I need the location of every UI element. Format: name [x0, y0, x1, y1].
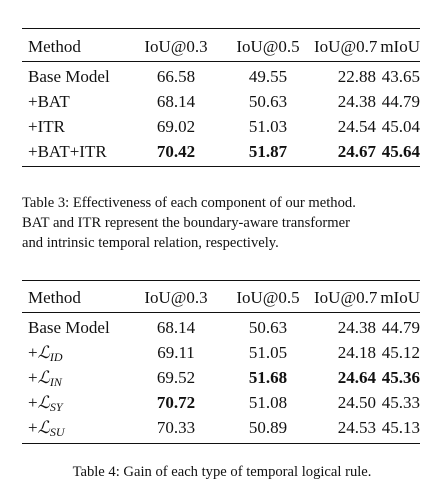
- iou03-cell: 66.58: [156, 67, 196, 86]
- iou07-cell: 24.50: [337, 393, 376, 412]
- header-iou-07: IoU@0.7: [314, 288, 378, 307]
- table-4-caption: Table 4: Gain of each type of temporal l…: [72, 464, 372, 480]
- header-iou-07: IoU@0.7: [314, 37, 378, 56]
- caption-line: Table 3: Effectiveness of each component…: [22, 195, 356, 211]
- table-header-rule: [22, 61, 420, 62]
- iou03-cell: 68.14: [156, 92, 196, 111]
- iou05-cell: 51.87: [248, 142, 288, 161]
- iou07-cell: 24.64: [337, 368, 376, 387]
- miou-cell: 44.79: [381, 92, 420, 111]
- caption-line: and intrinsic temporal relation, respect…: [22, 235, 279, 251]
- table-row: +ℒSU 70.33 50.89 24.53 45.13: [22, 417, 420, 439]
- iou05-cell: 51.68: [248, 368, 288, 387]
- method-cell: +BAT+ITR: [28, 142, 107, 161]
- header-iou-05: IoU@0.5: [236, 288, 300, 307]
- method-cell: +ℒSU: [28, 417, 65, 443]
- iou03-cell: 70.42: [156, 142, 196, 161]
- header-iou-03: IoU@0.3: [144, 288, 208, 307]
- iou05-cell: 50.63: [248, 318, 288, 337]
- method-prefix: +: [28, 418, 38, 437]
- table-3-caption: Table 3: Effectiveness of each component…: [22, 193, 422, 253]
- iou03-cell: 69.11: [157, 343, 195, 362]
- iou03-cell: 69.52: [156, 368, 196, 387]
- loss-subscript: ID: [49, 350, 63, 364]
- method-prefix: +: [28, 343, 38, 362]
- caption-line: BAT and ITR represent the boundary-aware…: [22, 215, 350, 231]
- table-bottom-rule: [22, 443, 420, 445]
- method-prefix: +: [28, 393, 38, 412]
- loss-symbol: ℒ: [37, 343, 50, 362]
- loss-subscript: IN: [49, 375, 62, 389]
- method-cell: +BAT: [28, 92, 70, 111]
- iou05-cell: 51.05: [248, 343, 288, 362]
- miou-cell: 44.79: [381, 318, 420, 337]
- method-cell: +ℒSY: [28, 392, 63, 418]
- header-miou: mIoU: [380, 37, 420, 56]
- table-top-rule: [22, 28, 420, 30]
- table-header-rule: [22, 312, 420, 313]
- iou05-cell: 51.03: [248, 117, 288, 136]
- table-header-row: Method IoU@0.3 IoU@0.5 IoU@0.7 mIoU: [22, 36, 420, 58]
- header-method: Method: [28, 37, 81, 56]
- iou03-cell: 69.02: [156, 117, 196, 136]
- table-row: +ℒSY 70.72 51.08 24.50 45.33: [22, 392, 420, 414]
- table-top-rule: [22, 280, 420, 282]
- table-row: +ℒIN 69.52 51.68 24.64 45.36: [22, 367, 420, 389]
- miou-cell: 45.64: [381, 142, 420, 161]
- loss-symbol: ℒ: [37, 418, 50, 437]
- miou-cell: 45.04: [381, 117, 420, 136]
- iou05-cell: 50.63: [248, 92, 288, 111]
- loss-subscript: SY: [49, 400, 63, 414]
- iou07-cell: 24.18: [337, 343, 376, 362]
- header-miou: mIoU: [380, 288, 420, 307]
- iou05-cell: 50.89: [248, 418, 288, 437]
- miou-cell: 45.33: [381, 393, 420, 412]
- table-row: Base Model 68.14 50.63 24.38 44.79: [22, 317, 420, 339]
- iou03-cell: 68.14: [156, 318, 196, 337]
- loss-subscript: SU: [49, 425, 65, 439]
- method-prefix: +: [28, 368, 38, 387]
- header-iou-05: IoU@0.5: [236, 37, 300, 56]
- miou-cell: 45.13: [381, 418, 420, 437]
- miou-cell: 45.12: [381, 343, 420, 362]
- iou07-cell: 24.54: [337, 117, 376, 136]
- iou07-cell: 24.38: [337, 318, 376, 337]
- header-iou-03: IoU@0.3: [144, 37, 208, 56]
- table-header-row: Method IoU@0.3 IoU@0.5 IoU@0.7 mIoU: [22, 287, 420, 309]
- iou07-cell: 24.38: [337, 92, 376, 111]
- table-row: +BAT+ITR 70.42 51.87 24.67 45.64: [22, 141, 420, 163]
- method-cell: +ℒID: [28, 342, 63, 368]
- iou03-cell: 70.72: [156, 393, 196, 412]
- iou03-cell: 70.33: [156, 418, 196, 437]
- header-method: Method: [28, 288, 81, 307]
- iou07-cell: 24.67: [337, 142, 376, 161]
- miou-cell: 43.65: [381, 67, 420, 86]
- method-cell: Base Model: [28, 318, 110, 337]
- table-row: Base Model 66.58 49.55 22.88 43.65: [22, 66, 420, 88]
- iou05-cell: 51.08: [248, 393, 288, 412]
- table-bottom-rule: [22, 166, 420, 168]
- loss-symbol: ℒ: [37, 368, 50, 387]
- iou05-cell: 49.55: [248, 67, 288, 86]
- table-row: +ℒID 69.11 51.05 24.18 45.12: [22, 342, 420, 364]
- iou07-cell: 22.88: [337, 67, 376, 86]
- method-cell: Base Model: [28, 67, 110, 86]
- table-row: +ITR 69.02 51.03 24.54 45.04: [22, 116, 420, 138]
- method-cell: +ITR: [28, 117, 65, 136]
- iou07-cell: 24.53: [337, 418, 376, 437]
- table-row: +BAT 68.14 50.63 24.38 44.79: [22, 91, 420, 113]
- method-cell: +ℒIN: [28, 367, 62, 393]
- loss-symbol: ℒ: [37, 393, 50, 412]
- miou-cell: 45.36: [381, 368, 420, 387]
